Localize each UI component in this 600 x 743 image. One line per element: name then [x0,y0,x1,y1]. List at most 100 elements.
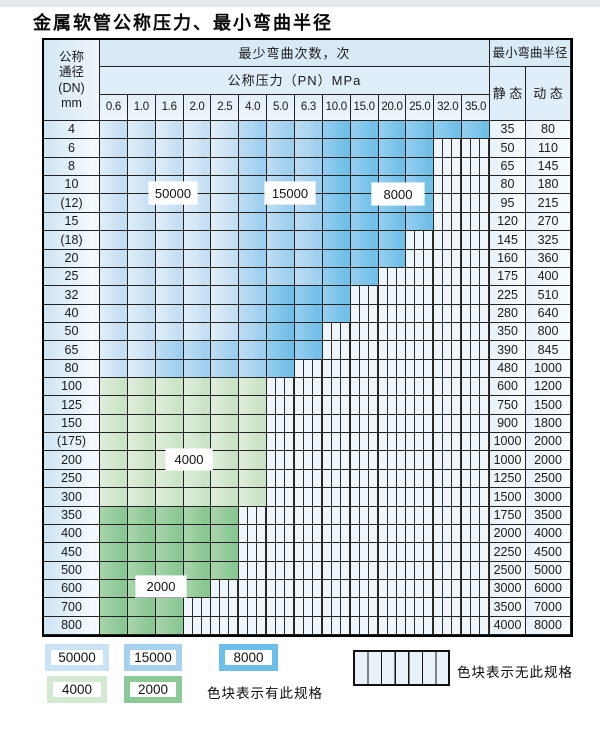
spec-zone-cell [350,121,379,140]
top-strip [0,0,600,7]
spec-zone-cell [267,231,295,250]
no-spec-cell [406,231,435,250]
dynamic-value-cell: 1500 [526,396,571,415]
no-spec-cell [239,616,268,635]
no-spec-cell [295,543,323,562]
spec-zone-cell [100,616,128,635]
spec-zone-cell [295,121,323,140]
no-spec-cell [239,579,268,599]
spec-table: 公称 通径 (DN) mm 最少弯曲次数，次 最小弯曲半径 公称压力（PN）MP… [42,38,573,637]
no-spec-cell [462,579,490,599]
no-spec-cell [350,322,379,342]
spec-zone-cell [183,359,212,378]
static-value-cell: 1000 [490,433,526,452]
no-spec-cell [267,488,295,507]
no-spec-cell [434,414,463,434]
spec-zone-cell [127,121,156,140]
dynamic-value-cell: 8000 [526,616,571,635]
page-title: 金属软管公称压力、最小弯曲半径 [33,13,333,34]
spec-zone-cell [322,267,351,287]
no-spec-cell [378,378,407,397]
no-spec-cell [183,616,212,635]
static-value-cell: 160 [490,249,526,268]
pressure-tick-cell: 2.0 [183,95,212,121]
spec-zone-cell [127,433,156,452]
spec-zone-cell [155,267,184,287]
no-spec-cell [322,451,351,470]
no-spec-cell [378,304,407,323]
no-spec-cell [350,396,379,415]
spec-zone-cell [211,139,240,158]
spec-zone-cell [127,212,156,232]
no-spec-cell [378,561,407,580]
dynamic-value-cell: 6000 [526,579,571,599]
spec-zone-cell [127,488,156,507]
no-spec-cell [267,433,295,452]
spec-zone-cell [211,488,240,507]
legend-swatch-15000: 15000 [124,644,182,671]
spec-zone-cell [434,121,463,140]
no-spec-cell [322,469,351,489]
static-value-cell: 65 [490,157,526,177]
no-spec-cell [462,598,490,617]
dynamic-value-cell: 2000 [526,451,571,470]
dynamic-value-cell: 5000 [526,561,571,580]
spec-zone-cell [267,157,295,177]
dynamic-value-cell: 4500 [526,543,571,562]
spec-zone-cell [239,121,268,140]
spec-zone-cell [155,139,184,158]
spec-zone-cell [183,304,212,323]
spec-zone-cell [322,121,351,140]
no-spec-cell [267,414,295,434]
no-spec-cell [322,396,351,415]
no-spec-cell [462,249,490,268]
spec-zone-cell [183,341,212,360]
spec-zone-cell [378,121,407,140]
spec-zone-cell [100,433,128,452]
no-spec-cell [350,451,379,470]
spec-zone-cell [322,304,351,323]
no-spec-cell [462,286,490,305]
spec-zone-cell [239,488,268,507]
no-spec-cell [378,451,407,470]
no-spec-cell [295,488,323,507]
no-spec-cell [434,194,463,213]
spec-zone-cell [100,157,128,177]
dn-cell: 700 [44,598,100,617]
no-spec-cell [406,451,435,470]
no-spec-cell [322,359,351,378]
spec-zone-cell [406,157,435,177]
spec-zone-cell [350,231,379,250]
spec-zone-cell [211,451,240,470]
spec-zone-cell [127,231,156,250]
no-spec-cell [322,341,351,360]
spec-zone-cell [100,267,128,287]
spec-zone-cell [295,267,323,287]
no-spec-cell [462,176,490,195]
spec-zone-cell [127,616,156,635]
no-spec-cell [378,341,407,360]
spec-zone-cell [462,121,490,140]
spec-zone-cell [155,121,184,140]
no-spec-cell [295,616,323,635]
no-spec-cell [295,561,323,580]
spec-zone-cell [322,194,351,213]
dynamic-value-cell: 180 [526,176,571,195]
spec-zone-cell [127,396,156,415]
spec-zone-cell [211,359,240,378]
spec-zone-cell [155,304,184,323]
no-spec-cell [378,286,407,305]
dn-cell: 125 [44,396,100,415]
spec-zone-cell [211,176,240,195]
no-spec-cell [378,433,407,452]
spec-zone-cell [127,524,156,544]
no-spec-cell [350,414,379,434]
no-spec-cell [378,322,407,342]
dn-cell: 4 [44,121,100,140]
pressure-tick-cell: 35.0 [462,95,490,121]
static-value-cell: 2250 [490,543,526,562]
corner-line: mm [61,96,82,110]
spec-zone-cell [155,212,184,232]
no-spec-cell [211,579,240,599]
spec-zone-cell [350,249,379,268]
